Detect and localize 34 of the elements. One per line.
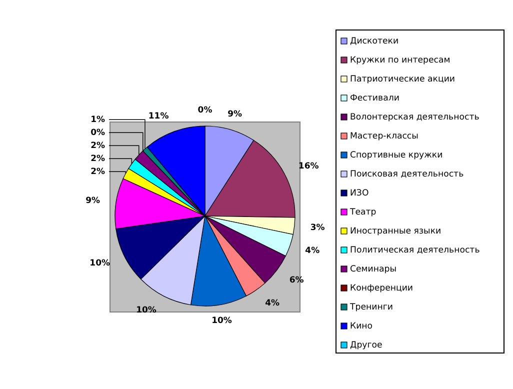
- legend-label: Мастер-классы: [350, 131, 419, 142]
- data-label: 2%: [90, 140, 106, 151]
- data-label: 10%: [90, 258, 110, 268]
- legend-label: Кино: [350, 321, 373, 332]
- legend-label: Иностранные языки: [350, 226, 442, 236]
- legend-label: Фестивали: [350, 93, 400, 104]
- legend-label: Театр: [349, 207, 376, 218]
- data-label: 11%: [148, 112, 170, 122]
- data-label: 1%: [90, 114, 106, 125]
- legend-label: Политическая деятельность: [350, 245, 480, 256]
- legend-label: Патриотические акции: [350, 74, 455, 84]
- data-label: 3%: [310, 223, 326, 234]
- data-label: 4%: [265, 298, 280, 309]
- legend-label: ИЗО: [350, 188, 369, 198]
- legend-label: Конференции: [350, 283, 413, 294]
- legend-label: Кружки по интересам: [350, 55, 450, 66]
- data-label: 16%: [298, 161, 320, 172]
- data-label: 6%: [289, 276, 304, 286]
- data-label: 9%: [228, 110, 243, 120]
- legend-label: Другое: [350, 340, 382, 350]
- data-label: 2%: [90, 166, 106, 177]
- text: 0%: [90, 128, 105, 138]
- data-label: 2%: [90, 154, 106, 164]
- legend-label: Семинары: [350, 264, 397, 274]
- text: 0%: [198, 105, 212, 116]
- legend-label: Поисковая деятельность: [350, 169, 464, 180]
- legend-label: Волонтерская деятельность: [350, 112, 480, 122]
- legend-label: Дискотеки: [350, 36, 399, 46]
- data-label: 10%: [212, 316, 232, 326]
- data-label: 10%: [136, 306, 157, 316]
- legend-label: Тренинги: [349, 302, 393, 312]
- data-label: 9%: [86, 196, 101, 206]
- data-label: 4%: [305, 246, 320, 256]
- legend-label: Спортивные кружки: [350, 150, 443, 160]
